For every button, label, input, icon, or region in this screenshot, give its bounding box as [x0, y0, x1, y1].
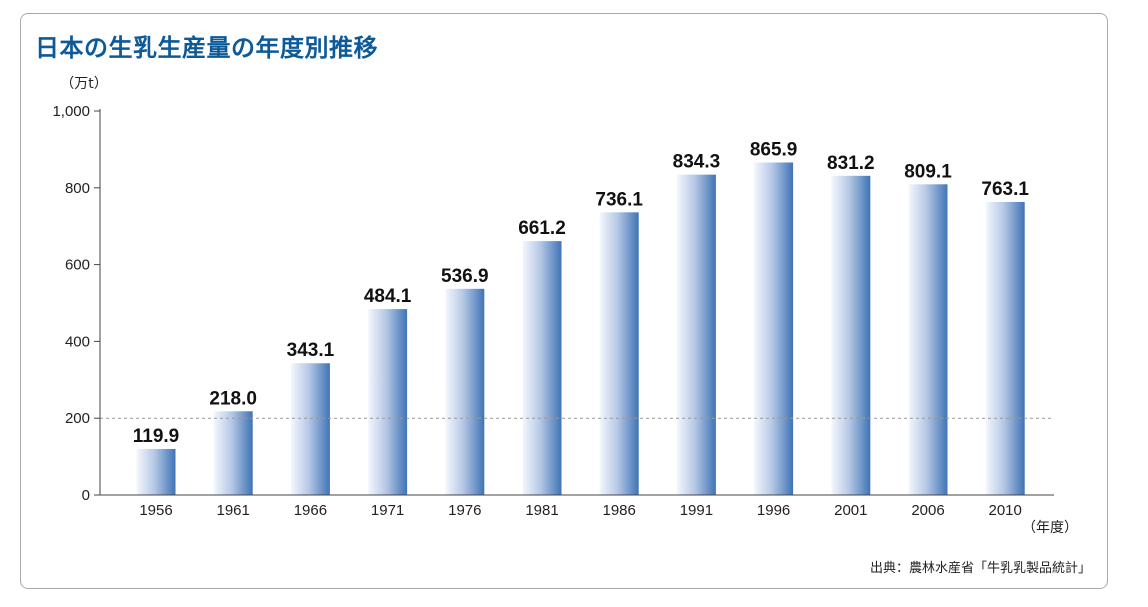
bar-1991: [676, 174, 716, 496]
value-label-2010: 763.1: [981, 179, 1029, 200]
x-tick-label-1966: 1966: [294, 502, 327, 519]
x-tick-label-2006: 2006: [911, 502, 944, 519]
x-axis-label: （年度）: [1022, 520, 1078, 536]
x-tick-label-1976: 1976: [448, 502, 481, 519]
bar-1966: [290, 363, 330, 495]
x-tick-label-2010: 2010: [989, 502, 1022, 519]
bar-2001: [831, 175, 871, 495]
value-label-1986: 736.1: [595, 189, 643, 210]
value-label-1961: 218.0: [209, 388, 257, 409]
bar-1996: [754, 162, 794, 496]
bar-1976: [445, 288, 485, 495]
value-label-1976: 536.9: [441, 266, 489, 287]
x-tick-label-1986: 1986: [603, 502, 636, 519]
bar-1986: [599, 212, 639, 496]
bar-1971: [368, 309, 408, 495]
y-tick-label: 800: [65, 180, 90, 197]
value-label-1981: 661.2: [518, 218, 566, 239]
y-tick-label: 0: [82, 487, 90, 504]
chart-title: 日本の生乳生産量の年度別推移: [35, 34, 378, 62]
value-label-1966: 343.1: [287, 340, 335, 361]
x-tick-label-1996: 1996: [757, 502, 790, 519]
value-label-2001: 831.2: [827, 153, 875, 174]
y-tick-label: 200: [65, 410, 90, 427]
labels: 119.9 1956 218.0 1961 343.1 1966 484.1 1971 536.…: [52, 76, 1078, 536]
bar-1981: [522, 241, 562, 495]
y-tick-label: 600: [65, 257, 90, 274]
x-tick-label-2001: 2001: [834, 502, 867, 519]
axes: [94, 109, 1054, 496]
y-tick-label: 400: [65, 333, 90, 350]
value-label-2006: 809.1: [904, 161, 952, 182]
source-note: 出典：農林水産省「牛乳乳製品統計」: [869, 561, 1091, 576]
bar-2006: [908, 184, 948, 495]
x-tick-label-1981: 1981: [525, 502, 558, 519]
y-axis-label: （万t）: [60, 76, 108, 92]
value-label-1971: 484.1: [364, 286, 412, 307]
x-tick-label-1991: 1991: [680, 502, 713, 519]
value-label-1991: 834.3: [673, 152, 721, 173]
value-label-1996: 865.9: [750, 139, 798, 160]
bars: [136, 162, 1025, 496]
x-tick-label-1961: 1961: [217, 502, 250, 519]
bar-1961: [213, 411, 253, 495]
bar-2010: [985, 201, 1025, 495]
bar-1956: [136, 448, 176, 495]
y-tick-label: 1,000: [52, 103, 90, 120]
x-tick-label-1971: 1971: [371, 502, 404, 519]
x-tick-label-1956: 1956: [139, 502, 172, 519]
value-label-1956: 119.9: [133, 426, 180, 447]
